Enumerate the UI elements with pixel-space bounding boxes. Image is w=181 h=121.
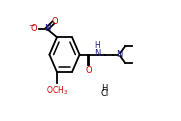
- Text: H: H: [102, 84, 108, 93]
- Text: OCH$_3$: OCH$_3$: [46, 85, 68, 98]
- Text: N: N: [94, 49, 100, 58]
- Text: N: N: [44, 24, 50, 33]
- Text: O: O: [85, 66, 92, 75]
- Text: Cl: Cl: [101, 89, 109, 98]
- Text: O: O: [31, 24, 37, 33]
- Text: +: +: [47, 23, 52, 28]
- Text: O: O: [51, 17, 58, 26]
- Text: −: −: [28, 21, 35, 30]
- Text: H: H: [94, 42, 100, 50]
- Text: N: N: [116, 50, 122, 59]
